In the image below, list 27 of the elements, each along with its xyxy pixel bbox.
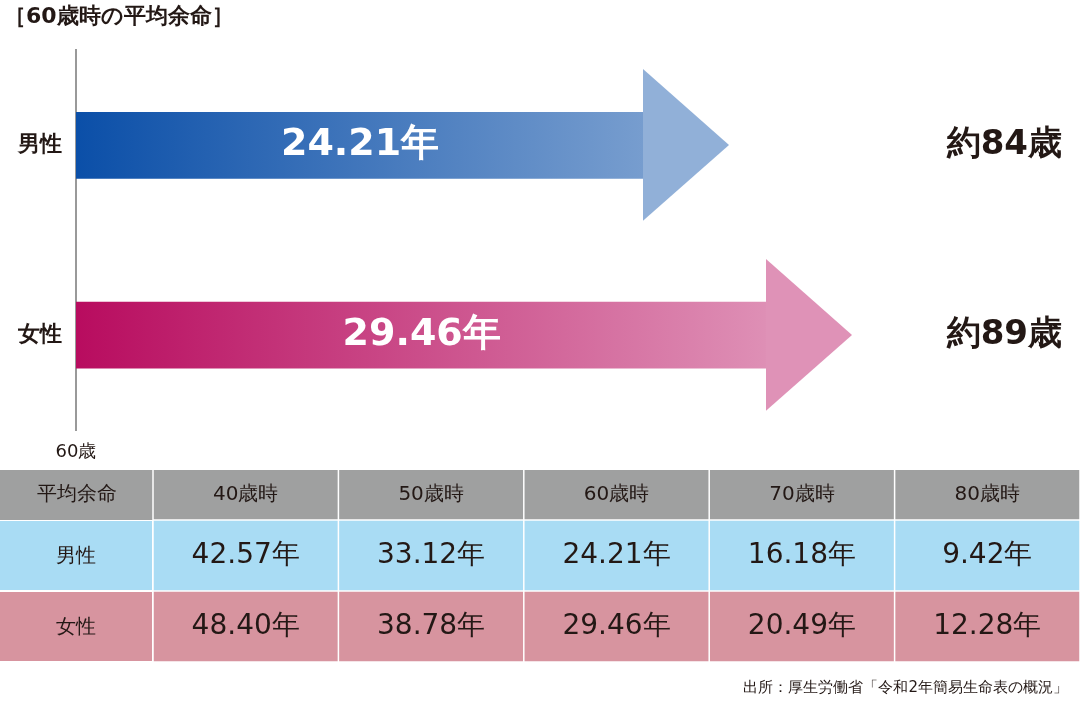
y-tick-label: 女性 bbox=[17, 320, 62, 346]
x-tick-label: 40歳時 bbox=[212, 481, 279, 506]
text: 約89歳 bbox=[945, 311, 1062, 352]
data-label: 38.78年 bbox=[377, 607, 486, 641]
table-row-header: 男性 bbox=[0, 521, 152, 590]
data-label: 20.49年 bbox=[747, 607, 856, 641]
x-tick-label: 60歳時 bbox=[583, 481, 650, 506]
data-label: 48.40年 bbox=[191, 607, 300, 641]
x-tick-label: 70歳時 bbox=[769, 481, 835, 506]
data-label: 24.21年 bbox=[280, 120, 440, 165]
x-tick-label: 80歳時 bbox=[954, 481, 1021, 506]
data-label: 29.46年 bbox=[342, 309, 501, 354]
y-axis-title: 平均余命 bbox=[36, 481, 117, 506]
y-tick-label: 男性 bbox=[17, 131, 62, 157]
data-label: 29.46年 bbox=[562, 607, 671, 641]
table-row-header: 女性 bbox=[0, 592, 152, 661]
x-tick-label: 50歳時 bbox=[398, 481, 464, 506]
chart-title: ［60歳時の平均余命］ bbox=[4, 2, 234, 28]
text: 60歳 bbox=[55, 439, 97, 461]
text: 約84歳 bbox=[945, 122, 1062, 163]
data-label: 42.57年 bbox=[191, 536, 300, 570]
data-label: 9.42年 bbox=[942, 536, 1033, 570]
data-label: 12.28年 bbox=[933, 607, 1042, 641]
annotation: 出所：厚生労働省「令和2年簡易生命表の概況」 bbox=[743, 677, 1068, 696]
data-label: 33.12年 bbox=[377, 536, 486, 570]
data-label: 24.21年 bbox=[562, 536, 671, 570]
data-label: 16.18年 bbox=[747, 536, 856, 570]
